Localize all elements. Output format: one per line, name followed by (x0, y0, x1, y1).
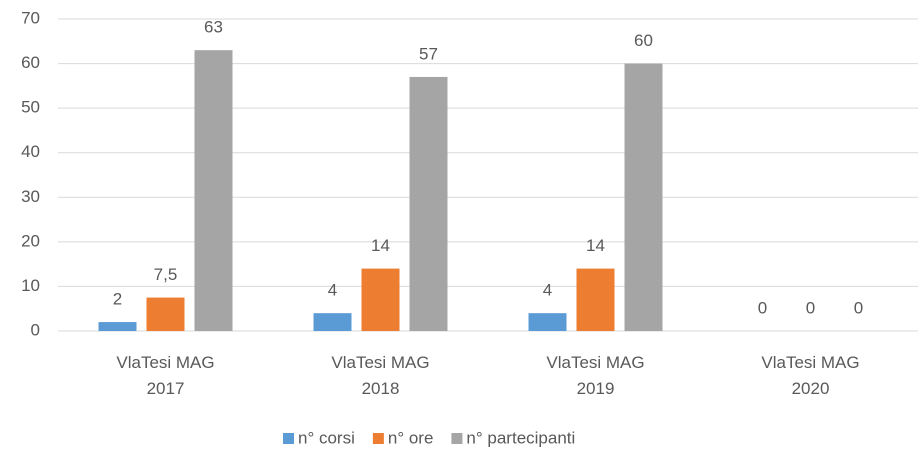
legend-swatch (451, 433, 463, 444)
y-tick-label: 60 (21, 53, 40, 72)
data-label: 2 (113, 290, 122, 309)
data-label: 4 (328, 281, 337, 300)
bar (624, 63, 663, 331)
data-label: 57 (419, 44, 438, 63)
legend-label: n° partecipanti (466, 428, 575, 447)
data-label: 0 (806, 298, 815, 317)
y-tick-label: 0 (31, 320, 40, 339)
data-label: 0 (854, 298, 863, 317)
bar (146, 297, 185, 331)
x-tick-label: VlaTesi MAG 2018 (331, 353, 430, 398)
data-label: 60 (634, 31, 653, 50)
y-tick-label: 10 (21, 276, 40, 295)
data-label: 4 (543, 281, 552, 300)
legend-label: n° corsi (298, 428, 355, 447)
x-tick-label: VlaTesi MAG 2017 (116, 353, 215, 398)
x-tick-label: VlaTesi MAG 2019 (546, 353, 645, 398)
bar (98, 322, 137, 331)
legend-swatch (283, 433, 294, 444)
bar (409, 76, 448, 331)
data-label: 63 (204, 18, 223, 37)
x-tick-label: VlaTesi MAG 2020 (761, 353, 860, 398)
y-tick-label: 20 (21, 231, 40, 250)
y-tick-label: 40 (21, 142, 40, 161)
y-tick-label: 70 (21, 8, 40, 27)
data-label: 14 (586, 236, 605, 255)
y-tick-label: 50 (21, 98, 40, 117)
data-label: 0 (758, 298, 767, 317)
bar (194, 50, 233, 331)
bar (528, 313, 567, 331)
data-label: 14 (371, 236, 390, 255)
bar (361, 268, 400, 331)
bar (576, 268, 615, 331)
data-label: 7,5 (154, 265, 178, 284)
bar (313, 313, 352, 331)
legend-label: n° ore (388, 428, 434, 447)
y-tick-label: 30 (21, 187, 40, 206)
legend-swatch (372, 433, 384, 444)
